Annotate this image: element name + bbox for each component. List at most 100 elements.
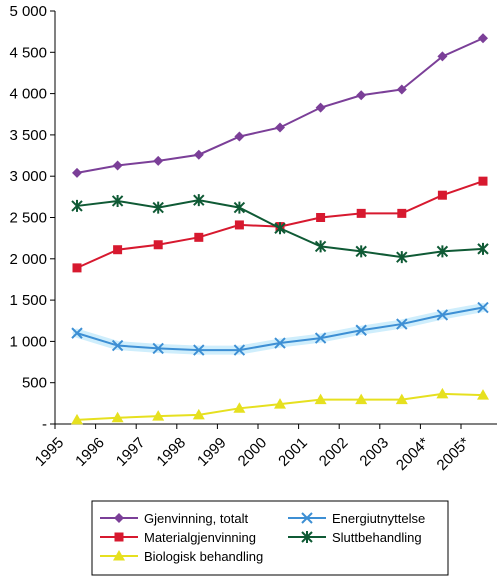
y-tick-label: 2 500 <box>9 210 47 227</box>
legend-item: Sluttbehandling <box>288 530 422 545</box>
data-point <box>111 411 124 423</box>
y-tick-label: 4 000 <box>9 86 47 103</box>
data-point <box>193 344 205 356</box>
x-tick-label: 2000 <box>235 434 271 470</box>
series-biologisk-behandling <box>71 387 489 425</box>
data-point <box>112 160 123 171</box>
data-point <box>152 201 164 214</box>
x-axis-ticks: 1995 1996 1997 1998 1999 2000 2001 2002 2003 2004… <box>32 424 474 474</box>
data-point <box>275 122 285 133</box>
legend-label: Gjenvinning, totalt <box>144 511 248 526</box>
legend-swatch-marker <box>114 513 124 523</box>
legend-item: Gjenvinning, totalt <box>100 511 248 526</box>
data-point <box>274 222 286 235</box>
data-point <box>193 149 204 160</box>
data-point <box>113 245 123 255</box>
data-point <box>356 208 366 218</box>
data-point <box>194 232 204 242</box>
data-point <box>234 131 245 142</box>
series-sluttbehandling <box>71 194 489 264</box>
legend-item: Materialgjenvinning <box>100 530 256 545</box>
y-tick-label: 5 000 <box>9 3 47 20</box>
legend-label: Energiutnyttelse <box>332 511 425 526</box>
legend-swatch-marker <box>114 532 124 542</box>
data-point <box>397 208 407 218</box>
data-point <box>192 408 205 420</box>
x-tick-label: 2004* <box>393 434 433 474</box>
x-tick-label: 2002 <box>316 434 352 470</box>
y-tick-label: 1 500 <box>9 292 47 309</box>
y-tick-label: 2 000 <box>9 251 47 268</box>
data-point <box>153 240 163 250</box>
legend-label: Sluttbehandling <box>332 530 422 545</box>
x-tick-label: 1997 <box>113 434 149 470</box>
data-point <box>233 402 246 413</box>
data-point <box>71 413 83 425</box>
legend-label: Materialgjenvinning <box>144 530 256 545</box>
data-point <box>316 213 326 222</box>
series-line <box>76 37 484 174</box>
x-tick-label: 2005* <box>434 434 474 474</box>
data-point <box>355 393 368 405</box>
data-point <box>477 242 489 255</box>
data-point <box>395 393 408 405</box>
data-point <box>233 344 246 356</box>
x-tick-label: 2001 <box>275 434 311 470</box>
series-energiutnyttelse <box>71 301 489 356</box>
data-point <box>111 339 124 352</box>
data-point <box>72 263 82 273</box>
data-point <box>314 240 327 253</box>
data-point <box>314 393 327 405</box>
data-point <box>314 332 327 344</box>
data-point <box>478 176 488 186</box>
x-tick-label: 1999 <box>194 434 230 470</box>
data-point <box>396 84 407 95</box>
series-group <box>71 33 489 425</box>
data-point <box>436 245 449 258</box>
y-axis-ticks: - 500 1 000 1 500 2 000 2 500 3 000 3 500 4 000 4… <box>9 3 55 433</box>
data-point <box>315 102 326 113</box>
data-point <box>152 342 164 355</box>
x-tick-label: 1995 <box>32 434 68 470</box>
y-tick-label: - <box>42 416 47 433</box>
data-point <box>71 199 83 212</box>
legend: Gjenvinning, totalt Materialgjenvinning Bi… <box>91 500 449 576</box>
data-point <box>477 389 489 400</box>
x-tick-label: 1998 <box>153 434 189 470</box>
data-point <box>396 318 408 330</box>
data-point <box>437 51 448 62</box>
x-tick-label: 2003 <box>356 434 392 470</box>
data-point <box>478 33 488 44</box>
y-tick-label: 500 <box>22 375 47 392</box>
y-tick-label: 3 000 <box>9 168 47 185</box>
data-point <box>274 398 286 409</box>
data-point <box>355 324 367 336</box>
legend-item: Energiutnyttelse <box>288 511 425 526</box>
data-point <box>233 201 246 214</box>
data-point <box>356 90 367 101</box>
data-point <box>477 301 489 314</box>
data-point <box>396 251 408 264</box>
legend-item: Biologisk behandling <box>100 549 263 564</box>
legend-label: Biologisk behandling <box>144 549 263 564</box>
data-point <box>274 337 286 349</box>
legend-swatch-marker <box>301 531 313 543</box>
legend-swatch-marker <box>113 550 125 561</box>
y-tick-label: 4 500 <box>9 44 47 61</box>
x-tick-label: 1996 <box>72 434 108 470</box>
data-point <box>436 387 449 399</box>
legend-swatch-marker <box>301 512 313 524</box>
legend-box <box>91 500 449 576</box>
data-point <box>193 194 205 207</box>
data-point <box>436 309 449 321</box>
data-point <box>72 167 82 178</box>
axes <box>54 11 497 425</box>
data-point <box>153 155 164 166</box>
series-gjenvinning-totalt <box>72 33 488 178</box>
y-tick-label: 1 000 <box>9 333 47 350</box>
data-point <box>355 245 367 258</box>
data-point <box>234 220 244 230</box>
data-point <box>152 410 165 421</box>
data-point <box>71 327 83 339</box>
